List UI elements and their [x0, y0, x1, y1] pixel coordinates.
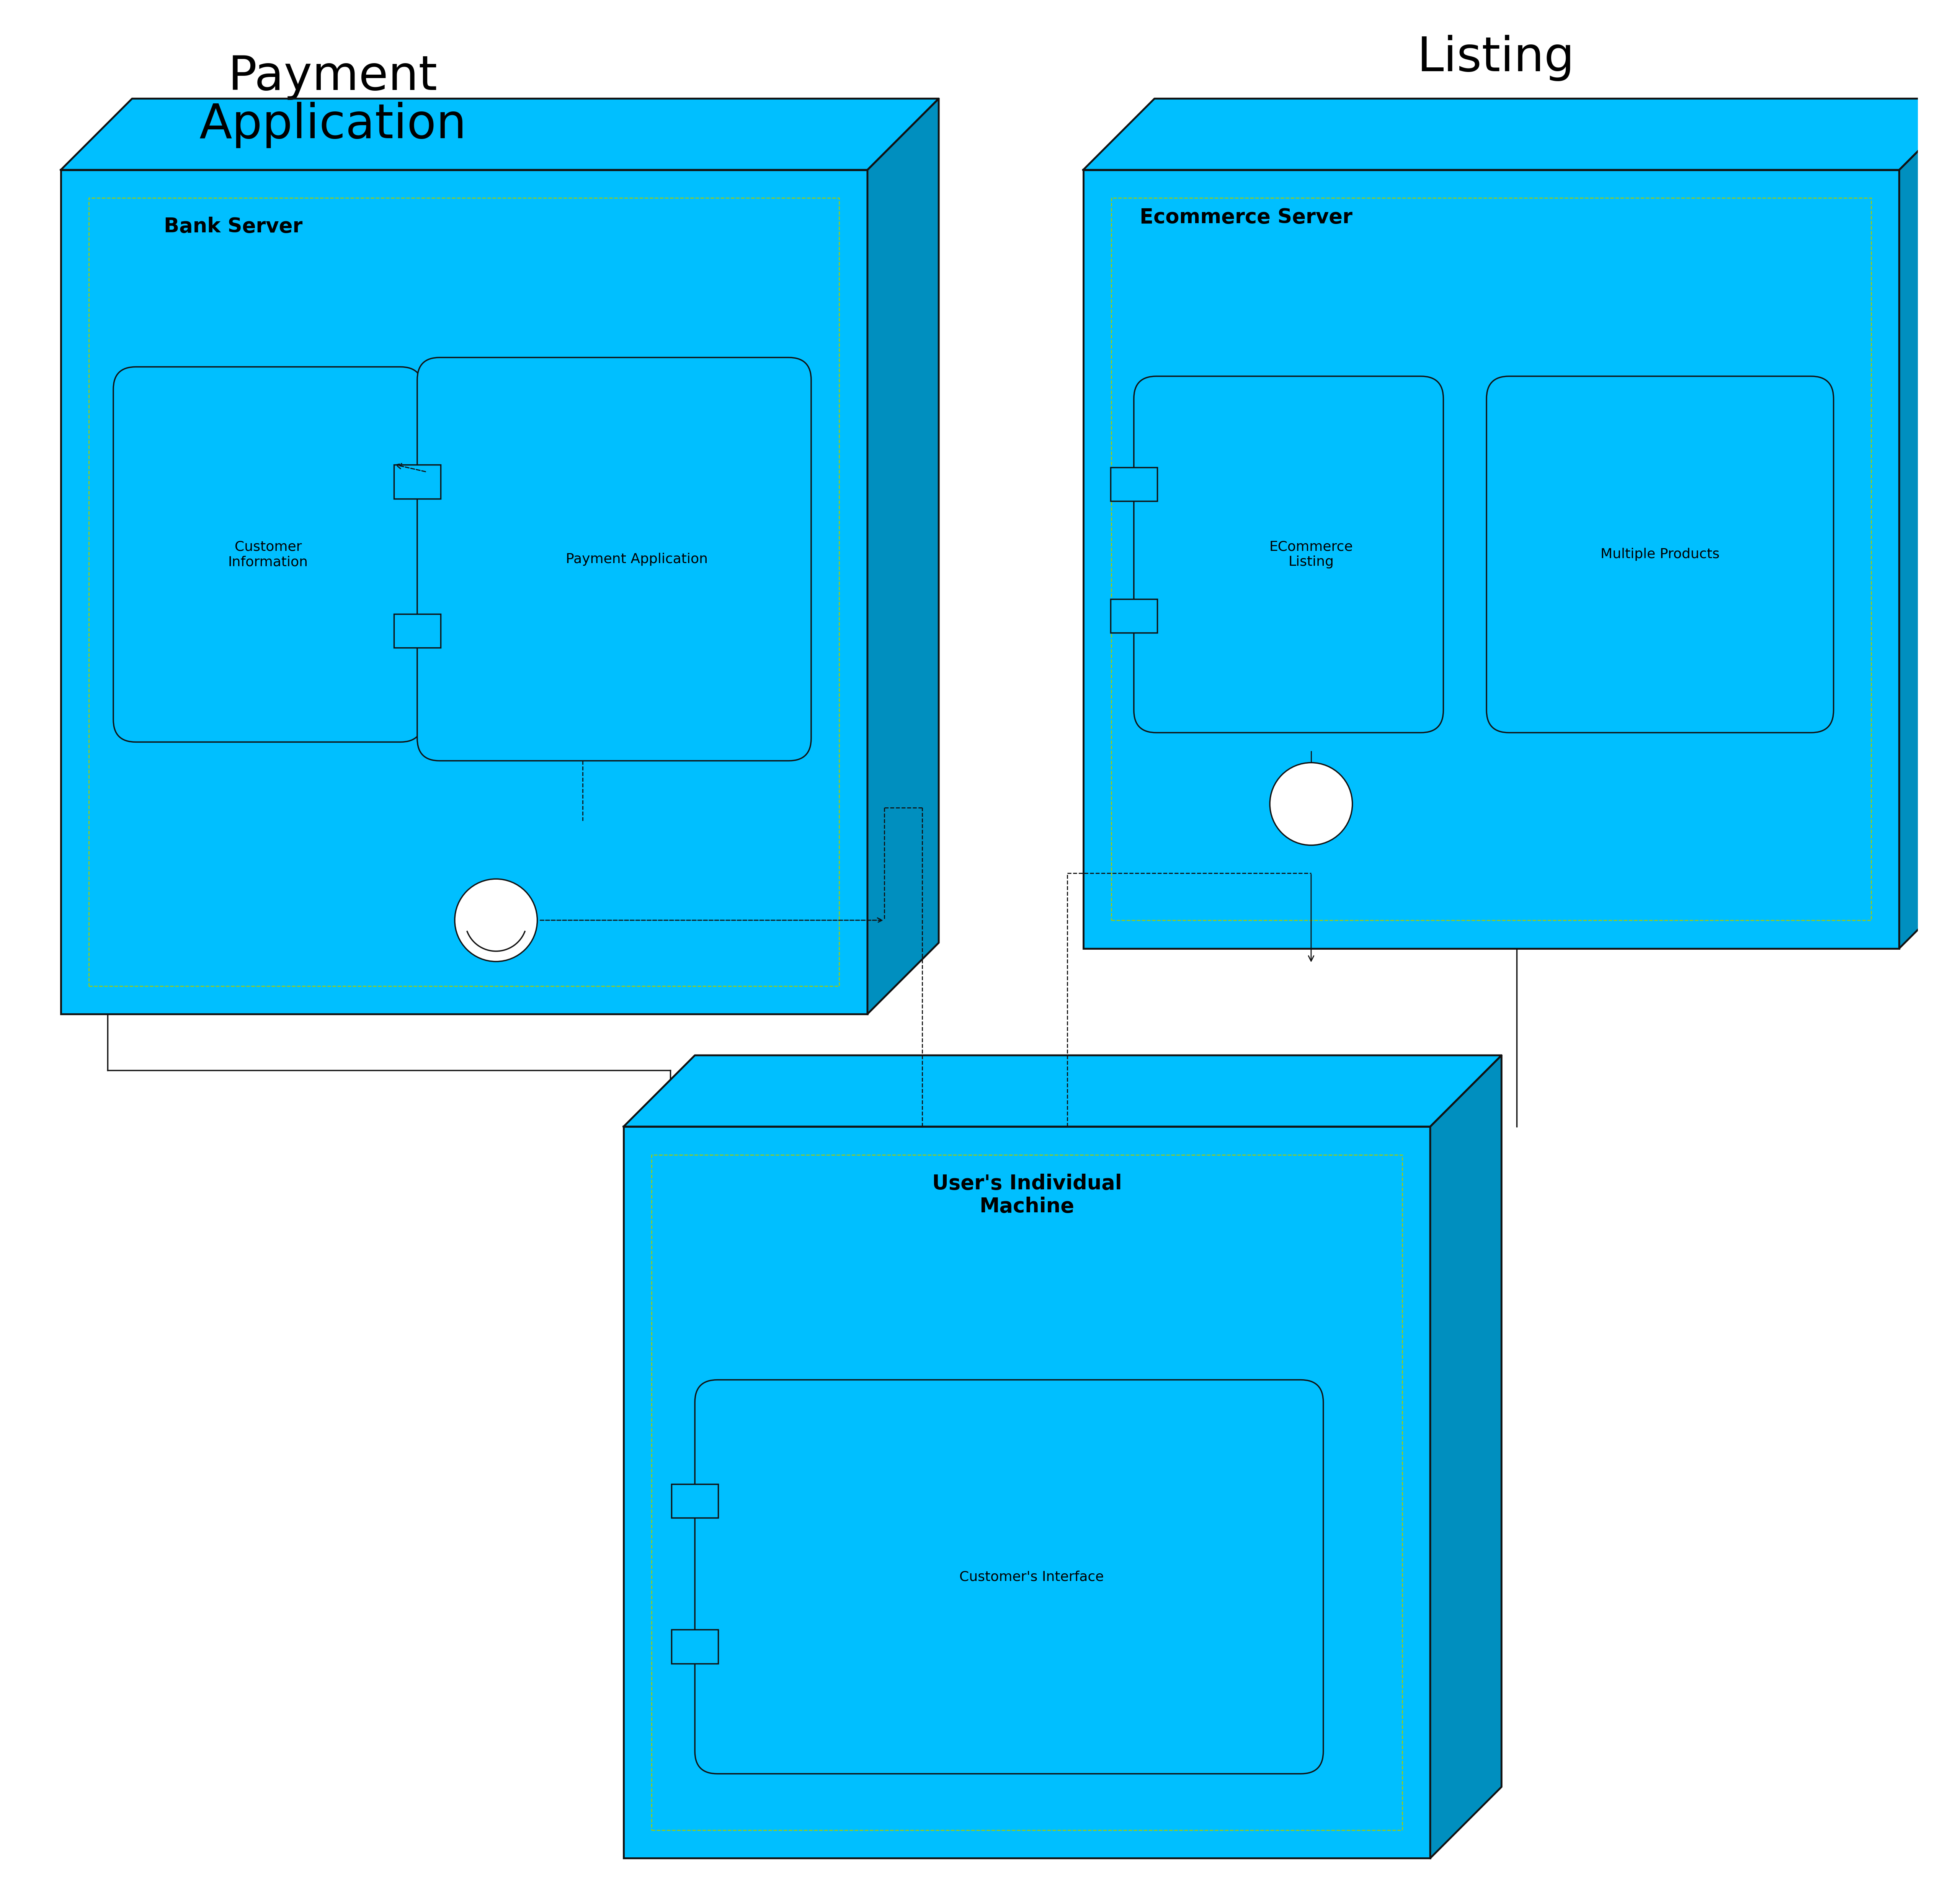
Polygon shape: [1899, 100, 1960, 948]
Polygon shape: [1431, 1055, 1501, 1857]
Text: Bank Server: Bank Server: [165, 216, 302, 237]
Bar: [1111, 197, 1872, 920]
FancyBboxPatch shape: [114, 366, 423, 742]
Polygon shape: [61, 100, 939, 169]
Bar: [1111, 599, 1156, 633]
Bar: [61, 169, 868, 1014]
Text: Multiple Products: Multiple Products: [1601, 548, 1719, 562]
FancyBboxPatch shape: [1133, 376, 1443, 732]
Text: ECommerce
Listing: ECommerce Listing: [1270, 541, 1352, 569]
Bar: [88, 197, 839, 986]
Bar: [672, 1630, 717, 1664]
Text: User's Individual
Machine: User's Individual Machine: [933, 1174, 1121, 1217]
Bar: [1111, 468, 1156, 501]
Bar: [623, 1127, 1431, 1857]
Polygon shape: [1084, 100, 1960, 169]
Text: Customer's Interface: Customer's Interface: [958, 1570, 1103, 1583]
Polygon shape: [868, 100, 939, 1014]
FancyBboxPatch shape: [417, 357, 811, 761]
Bar: [394, 614, 441, 648]
Bar: [1084, 169, 1899, 948]
Text: Payment
Application: Payment Application: [200, 54, 466, 148]
Bar: [653, 1155, 1401, 1829]
Text: Listing: Listing: [1417, 36, 1574, 81]
Text: Payment Application: Payment Application: [566, 552, 708, 565]
Text: Ecommerce Server: Ecommerce Server: [1139, 207, 1352, 227]
FancyBboxPatch shape: [1486, 376, 1833, 732]
Circle shape: [455, 879, 537, 962]
Circle shape: [1270, 762, 1352, 845]
Bar: [394, 466, 441, 500]
Text: Customer
Information: Customer Information: [227, 541, 308, 569]
Bar: [672, 1484, 717, 1517]
Polygon shape: [623, 1055, 1501, 1127]
FancyBboxPatch shape: [696, 1380, 1323, 1773]
